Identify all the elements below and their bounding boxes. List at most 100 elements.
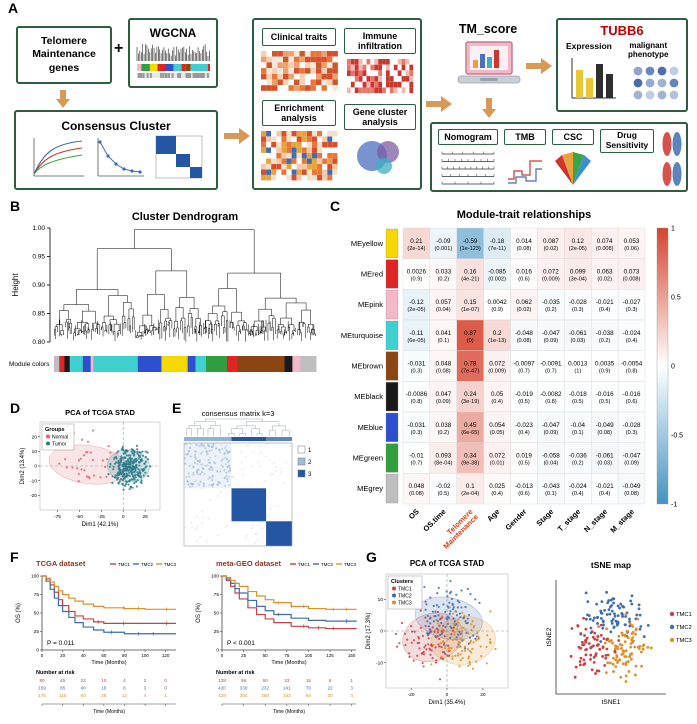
svg-text:260: 260 xyxy=(261,693,269,698)
svg-text:(0.002): (0.002) xyxy=(488,277,506,283)
svg-text:OS (%): OS (%) xyxy=(16,603,22,623)
svg-text:-0.035: -0.035 xyxy=(542,299,560,306)
svg-text:(0.03): (0.03) xyxy=(570,338,585,344)
svg-text:-0.016: -0.016 xyxy=(596,391,614,398)
svg-text:TMC3: TMC3 xyxy=(398,601,412,607)
tubb6-title: TUBB6 xyxy=(600,23,644,38)
svg-text:-0.038: -0.038 xyxy=(596,330,614,337)
svg-text:0: 0 xyxy=(671,364,675,371)
svg-text:-0.019: -0.019 xyxy=(515,391,533,398)
svg-text:Cluster Dendrogram: Cluster Dendrogram xyxy=(132,211,239,223)
svg-text:PCA of TCGA STAD: PCA of TCGA STAD xyxy=(65,408,135,417)
svg-text:75: 75 xyxy=(34,592,40,598)
consensus-cluster-label: Consensus Cluster xyxy=(61,118,171,133)
svg-text:120: 120 xyxy=(162,653,170,658)
arrow-right-icon xyxy=(526,58,552,74)
svg-text:-0.028: -0.028 xyxy=(569,299,587,306)
svg-text:0.21: 0.21 xyxy=(410,238,423,245)
svg-text:33: 33 xyxy=(284,678,290,683)
svg-text:0: 0 xyxy=(164,678,167,683)
svg-text:125: 125 xyxy=(326,653,334,658)
svg-text:(0.06): (0.06) xyxy=(624,246,639,252)
svg-text:Dim1 (42.1%): Dim1 (42.1%) xyxy=(82,522,119,528)
svg-text:0.087: 0.087 xyxy=(543,238,559,245)
panel-label-D: D xyxy=(10,400,21,416)
svg-text:tSNE2: tSNE2 xyxy=(546,627,553,646)
svg-text:0.093: 0.093 xyxy=(435,453,451,460)
svg-text:22: 22 xyxy=(328,686,334,691)
svg-text:Gender: Gender xyxy=(503,507,528,532)
svg-text:(0.2): (0.2) xyxy=(572,461,584,467)
svg-text:(0.5): (0.5) xyxy=(572,399,584,405)
svg-text:Height: Height xyxy=(11,273,20,297)
svg-text:-20: -20 xyxy=(30,493,37,499)
svg-text:141: 141 xyxy=(283,686,291,691)
svg-text:0: 0 xyxy=(221,653,224,658)
svg-text:(2e-14): (2e-14) xyxy=(407,246,425,252)
svg-text:Module-trait relationships: Module-trait relationships xyxy=(457,209,591,221)
svg-text:-0.021: -0.021 xyxy=(596,483,614,490)
svg-text:(8e-04): (8e-04) xyxy=(434,461,452,467)
svg-text:0: 0 xyxy=(216,648,219,654)
svg-text:-50: -50 xyxy=(76,514,83,520)
tmb-box: TMB xyxy=(504,129,546,145)
svg-text:(0.04): (0.04) xyxy=(544,461,559,467)
cdf-plot-thumbnail xyxy=(33,137,84,176)
svg-text:TMC3: TMC3 xyxy=(164,562,177,567)
svg-text:60: 60 xyxy=(101,653,107,658)
svg-text:(0.2): (0.2) xyxy=(599,338,611,344)
venn-diagram-thumbnail xyxy=(357,141,399,174)
svg-text:85: 85 xyxy=(60,686,66,691)
nomogram-box: Nomogram xyxy=(438,129,498,145)
svg-text:(6e-65): (6e-65) xyxy=(461,430,479,436)
svg-text:0.24: 0.24 xyxy=(464,391,477,398)
svg-text:(0.8): (0.8) xyxy=(626,369,638,375)
svg-text:25: 25 xyxy=(34,629,40,635)
svg-text:-0.59: -0.59 xyxy=(463,238,478,245)
svg-text:MEturquoise: MEturquoise xyxy=(341,331,383,340)
wgcna-label: WGCNA xyxy=(149,25,197,40)
svg-text:Dim2 (17.3%): Dim2 (17.3%) xyxy=(366,613,372,650)
svg-text:0.80: 0.80 xyxy=(32,339,45,346)
arrow-right-icon xyxy=(224,128,250,144)
svg-text:15: 15 xyxy=(306,678,312,683)
svg-text:1: 1 xyxy=(164,693,167,698)
svg-text:Number at risk: Number at risk xyxy=(36,670,75,676)
svg-text:0.85: 0.85 xyxy=(32,311,45,318)
svg-text:0: 0 xyxy=(41,653,44,658)
svg-text:(0.5): (0.5) xyxy=(599,399,611,405)
svg-text:0.016: 0.016 xyxy=(516,269,532,276)
svg-text:TMC2: TMC2 xyxy=(398,594,412,600)
svg-text:-0.04: -0.04 xyxy=(571,422,586,429)
svg-text:-1: -1 xyxy=(671,502,677,509)
svg-text:TMC3: TMC3 xyxy=(344,562,357,567)
svg-text:0.072: 0.072 xyxy=(543,269,559,276)
svg-text:10: 10 xyxy=(378,597,384,603)
svg-text:0.34: 0.34 xyxy=(464,453,477,460)
svg-text:0.0035: 0.0035 xyxy=(595,361,615,368)
svg-text:100: 100 xyxy=(211,574,219,580)
svg-text:MEgreen: MEgreen xyxy=(353,454,383,463)
svg-text:80: 80 xyxy=(39,678,45,683)
svg-text:(0.09): (0.09) xyxy=(544,338,559,344)
svg-text:Time (Months): Time (Months) xyxy=(91,660,126,666)
svg-text:MEbrown: MEbrown xyxy=(351,362,383,371)
svg-text:(0.08): (0.08) xyxy=(409,491,424,497)
svg-text:-0.058: -0.058 xyxy=(542,453,560,460)
svg-text:175: 175 xyxy=(38,693,46,698)
svg-text:(0.08): (0.08) xyxy=(624,491,639,497)
arrow-down-icon xyxy=(482,98,496,118)
svg-text:-75: -75 xyxy=(54,514,61,520)
wgcna-box: WGCNA xyxy=(128,18,218,88)
svg-text:-0.12: -0.12 xyxy=(409,299,424,306)
svg-text:232: 232 xyxy=(261,686,269,691)
svg-text:150: 150 xyxy=(348,653,356,658)
enrichment-analysis-box: Enrichment analysis xyxy=(262,100,336,126)
cluster-dendrogram-chart: Cluster Dendrogram 0.80 0.85 0.90 0.95 1.00 He… xyxy=(9,211,317,372)
svg-text:tSNE1: tSNE1 xyxy=(602,699,621,706)
svg-text:50: 50 xyxy=(214,611,220,617)
svg-text:1: 1 xyxy=(350,678,353,683)
svg-text:20: 20 xyxy=(60,653,66,658)
svg-text:-0.031: -0.031 xyxy=(408,361,426,368)
svg-text:25: 25 xyxy=(241,653,247,658)
